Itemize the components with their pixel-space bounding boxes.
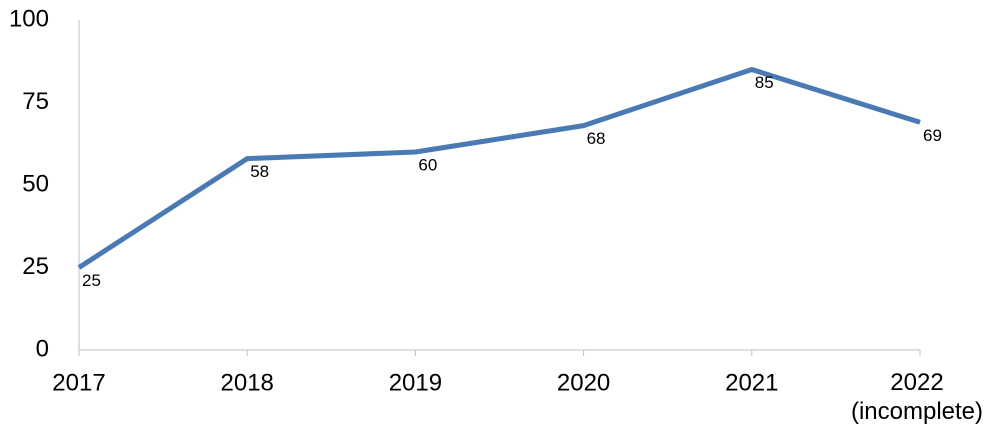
line: [77, 67, 921, 270]
y-tick-label: 25: [22, 253, 49, 280]
y-tick-label: 100: [9, 5, 49, 32]
x-tick-label: 2020: [557, 369, 610, 396]
y-tick-label: 75: [22, 88, 49, 115]
data-label: 58: [250, 162, 269, 181]
x-tick-label: 2022 (incomplete): [851, 369, 983, 425]
data-label: 25: [82, 271, 101, 290]
data-label: 60: [418, 155, 437, 174]
y-tick-label: 50: [22, 170, 49, 197]
x-tick-label: 2018: [221, 369, 274, 396]
y-tick-label: 0: [36, 335, 49, 362]
x-tick-label: 2021: [725, 369, 778, 396]
data-label: 69: [923, 126, 942, 145]
data-label: 85: [755, 73, 774, 92]
x-tick-label: 2019: [389, 369, 442, 396]
x-tick-label: 2017: [52, 369, 105, 396]
data-label: 68: [587, 129, 606, 148]
